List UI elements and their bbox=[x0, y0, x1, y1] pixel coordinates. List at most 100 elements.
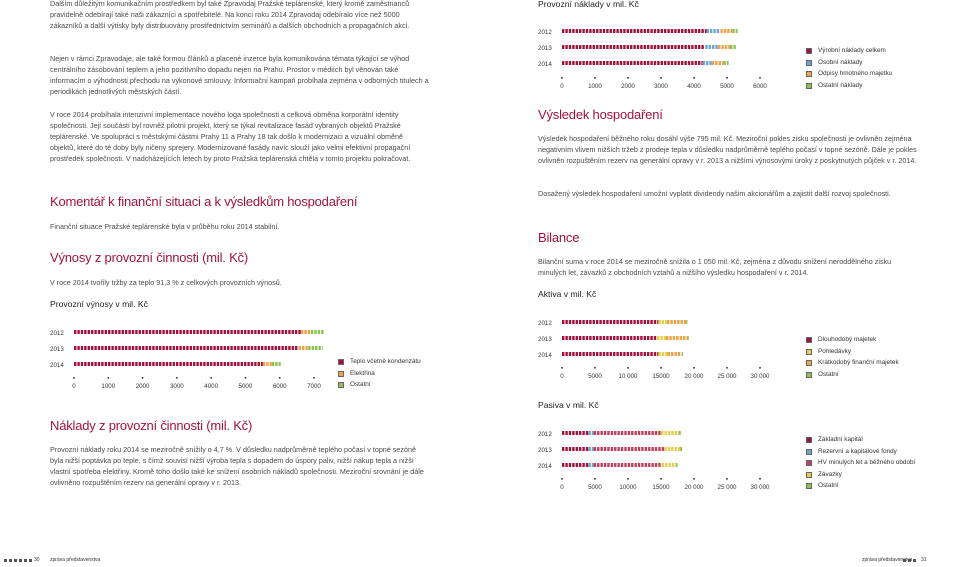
bar-segment bbox=[678, 431, 681, 435]
tick-mark bbox=[759, 77, 761, 79]
legend-swatch bbox=[806, 59, 812, 66]
bar-segment bbox=[74, 346, 298, 350]
legend-label: Závazky bbox=[818, 470, 842, 478]
legend-swatch bbox=[806, 71, 812, 77]
tick-label: 6000 bbox=[273, 383, 287, 390]
legend-label: Rezervní a kapitálové fondy bbox=[818, 447, 897, 455]
identity-paragraph: V roce 2014 probíhala intenzivní impleme… bbox=[50, 110, 411, 164]
category-label: 2013 bbox=[538, 447, 552, 454]
bar-segment bbox=[661, 463, 675, 467]
tick-label: 0 bbox=[72, 383, 76, 390]
revenues-chart: 2012 2013 2014 0 1000 2000 3000 4000 5000 6000 700… bbox=[50, 322, 330, 392]
legend-label: Základní kapitál bbox=[818, 436, 863, 443]
category-label: 2013 bbox=[50, 346, 64, 353]
tick-label: 1000 bbox=[588, 83, 602, 90]
assets-chart-title: Aktiva v mil. Kč bbox=[538, 289, 597, 299]
tick-label: 20 000 bbox=[685, 484, 704, 491]
bar-segment bbox=[675, 463, 678, 467]
financial-comment-heading: Komentář k finanční situaci a k výsledků… bbox=[50, 194, 358, 209]
media-paragraph: Nejen v rámci Zpravodaje, ale také formo… bbox=[50, 54, 429, 97]
revenues-heading: Výnosy z provozní činnosti (mil. Kč) bbox=[50, 250, 248, 265]
legend-label: Pohledávky bbox=[818, 347, 852, 355]
bar-segment bbox=[706, 29, 720, 33]
tick-label: 6000 bbox=[753, 83, 767, 90]
tick-mark bbox=[210, 377, 212, 379]
legend-label: Krátkodobý finanční majetek bbox=[818, 359, 899, 366]
footer-dots-right bbox=[903, 559, 919, 563]
tick-label: 0 bbox=[560, 373, 564, 380]
bar-segment bbox=[665, 336, 688, 340]
dividends-text: Dosažený výsledek hospodaření umožní vyp… bbox=[538, 189, 891, 198]
bar-segment bbox=[705, 45, 718, 49]
legend-swatch bbox=[806, 483, 812, 489]
tick-mark bbox=[73, 377, 75, 379]
bar-segment bbox=[593, 447, 665, 451]
assets-chart-legend: Dlouhodobý majetek Pohledávky Krátkodobý f… bbox=[806, 336, 946, 380]
tick-mark bbox=[594, 77, 596, 79]
legend-swatch bbox=[806, 471, 812, 478]
tick-label: 3000 bbox=[170, 383, 184, 390]
tick-mark bbox=[726, 77, 728, 79]
costs-chart: 2012 2013 2014 0 1000 2000 3000 4000 5000 6000 bbox=[538, 24, 778, 94]
legend-label: Elektřina bbox=[350, 369, 375, 377]
tick-mark bbox=[660, 77, 662, 79]
tick-label: 4000 bbox=[204, 383, 218, 390]
costs-chart-svg: 2012 2013 2014 0 1000 2000 3000 4000 5000 6000 bbox=[538, 29, 767, 90]
legend-label: Teplo včetně kondenzátu bbox=[350, 358, 421, 365]
tick-label: 2000 bbox=[621, 83, 635, 90]
legend-label: Dlouhodobý majetek bbox=[818, 336, 877, 343]
tick-label: 30 000 bbox=[751, 484, 770, 491]
bar-segment bbox=[562, 463, 589, 467]
tick-mark bbox=[107, 377, 110, 379]
bar-segment bbox=[593, 431, 661, 435]
tick-mark bbox=[594, 367, 596, 369]
bar-segment bbox=[308, 346, 323, 350]
legend-label: Odpisy hmotného majetku bbox=[818, 70, 893, 77]
tick-label: 10000 bbox=[619, 484, 637, 491]
legend-swatch bbox=[806, 460, 812, 466]
legend-swatch bbox=[806, 82, 812, 89]
legend-label: HV minulých let a běžného období bbox=[818, 459, 916, 466]
balance-text: Bilanční suma v roce 2014 se meziročně s… bbox=[538, 257, 892, 278]
tick-mark bbox=[278, 377, 281, 379]
bar-segment bbox=[687, 336, 689, 340]
legend-swatch bbox=[806, 448, 812, 455]
bar-segment bbox=[729, 45, 736, 49]
bar-segment bbox=[732, 29, 738, 33]
tick-mark bbox=[561, 77, 563, 79]
footer-page-left: 30 bbox=[34, 557, 40, 563]
legend-swatch bbox=[338, 382, 344, 388]
legend-label: Osobní náklady bbox=[818, 58, 863, 66]
bar-segment bbox=[658, 320, 667, 324]
legend-label: Výrobní náklady celkem bbox=[818, 47, 886, 54]
tick-mark bbox=[561, 478, 563, 480]
legend-swatch bbox=[806, 337, 812, 343]
legend-swatch bbox=[806, 371, 812, 378]
tick-label: 3000 bbox=[654, 83, 668, 90]
bar-segment bbox=[667, 352, 681, 356]
legend-label: Ostatní bbox=[818, 482, 839, 489]
tick-label: 0 bbox=[560, 484, 564, 491]
bar-segment bbox=[271, 362, 281, 366]
tick-mark bbox=[726, 367, 728, 369]
bar-segment bbox=[562, 336, 657, 340]
legend-swatch bbox=[806, 348, 812, 355]
results-heading: Výsledek hospodaření bbox=[538, 107, 663, 122]
footer-page-right: 31 bbox=[921, 557, 927, 563]
bar-segment bbox=[593, 463, 661, 467]
tick-mark bbox=[561, 367, 563, 369]
bar-segment bbox=[686, 320, 688, 324]
bar-segment bbox=[702, 61, 712, 65]
legend-swatch bbox=[338, 370, 344, 377]
bar-segment bbox=[666, 320, 687, 324]
financial-situation-text: Finanční situace Pražské teplárenské byl… bbox=[50, 222, 280, 231]
revenues-chart-svg: 2012 2013 2014 0 1000 2000 3000 4000 5000 6000 700… bbox=[50, 330, 324, 390]
tick-mark bbox=[660, 367, 662, 369]
costs-chart-title: Provozní náklady v mil. Kč bbox=[538, 0, 639, 9]
category-label: 2014 bbox=[538, 463, 552, 470]
tick-mark bbox=[594, 478, 596, 480]
bar-segment bbox=[720, 29, 733, 33]
category-label: 2014 bbox=[538, 352, 552, 359]
bar-segment bbox=[658, 352, 668, 356]
tick-label: 25 000 bbox=[718, 484, 737, 491]
